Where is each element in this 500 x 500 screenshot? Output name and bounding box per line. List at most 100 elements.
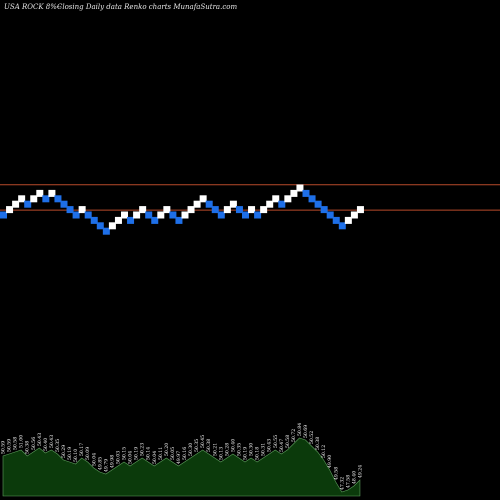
renko-brick-up — [350, 211, 358, 219]
volume-label: 50.43 — [49, 435, 55, 448]
renko-brick-up — [114, 216, 122, 224]
renko-brick-up — [18, 195, 26, 203]
volume-label: 50.59 — [7, 439, 13, 452]
volume-label: 50.30 — [249, 443, 255, 456]
renko-brick-down — [169, 211, 177, 219]
renko-brick-down — [242, 211, 249, 219]
renko-brick-up — [157, 211, 165, 219]
renko-brick-down — [205, 200, 213, 208]
volume-label: 50.23 — [140, 443, 146, 456]
renko-brick-up — [108, 222, 116, 230]
volume-label: 50.18 — [255, 447, 261, 460]
volume-label: 49.58 — [333, 467, 339, 480]
volume-label: 50.43 — [37, 433, 43, 446]
volume-panel: 50.59 50.59 50.58 51.00 50.38 50.56 50.43 50.40… — [1, 423, 363, 497]
volume-label: 50.40 — [230, 439, 236, 452]
volume-label: 48.40 — [351, 471, 357, 484]
renko-brick-down — [54, 195, 62, 203]
volume-label: 50.19 — [67, 447, 73, 460]
renko-brick-up — [199, 195, 207, 203]
volume-label: 50.13 — [218, 447, 224, 460]
renko-brick-down — [320, 206, 328, 214]
volume-label: 50.58 — [13, 437, 19, 450]
volume-label: 50.38 — [206, 439, 212, 452]
renko-brick-down — [60, 200, 68, 208]
volume-label: 47.32 — [339, 477, 345, 490]
volume-label: 50.58 — [285, 435, 291, 448]
volume-label: 47.58 — [345, 475, 351, 488]
volume-label: 50.52 — [309, 431, 315, 444]
volume-label: 50.47 — [279, 439, 285, 452]
renko-brick-down — [326, 211, 334, 219]
renko-brick-down — [175, 216, 183, 224]
renko-brick-up — [187, 206, 195, 214]
chart-header-description: Closing Daily data Renko charts MunafaSu… — [57, 3, 237, 11]
volume-label: 50.16 — [182, 447, 188, 460]
volume-area — [2, 437, 361, 497]
renko-brick-up — [12, 200, 20, 208]
renko-brick-up — [260, 206, 268, 214]
renko-brick-up — [139, 206, 147, 214]
volume-label: 50.05 — [170, 447, 176, 460]
volume-label: 49.98 — [109, 455, 115, 468]
renko-brick-up — [266, 200, 274, 208]
renko-brick-down — [102, 227, 110, 235]
volume-label: 50.11 — [158, 447, 164, 460]
volume-label: 50.59 — [1, 441, 7, 454]
volume-label: 50.12 — [321, 445, 327, 458]
renko-brick-down — [84, 211, 92, 219]
renko-brick-up — [272, 195, 280, 203]
renko-brick-up — [181, 211, 189, 219]
renko-brick-down — [235, 206, 243, 214]
renko-brick-up — [248, 206, 256, 214]
volume-label: 49.85 — [97, 457, 103, 470]
volume-label: 50.10 — [73, 449, 79, 462]
renko-brick-up — [284, 195, 292, 203]
renko-brick-up — [163, 206, 171, 214]
volume-label: 49.90 — [327, 455, 333, 468]
volume-label: 49.97 — [176, 451, 182, 464]
volume-label: 50.17 — [79, 443, 85, 456]
volume-label: 50.84 — [297, 423, 303, 436]
volume-label: 50.35 — [236, 443, 242, 456]
volume-label: 49.79 — [103, 459, 109, 472]
renko-brick-down — [24, 200, 32, 208]
volume-label: 49.24 — [357, 465, 363, 478]
renko-brick-down — [338, 222, 346, 230]
renko-brick-up — [344, 216, 352, 224]
renko-brick-down — [314, 200, 322, 208]
volume-label: 50.38 — [315, 437, 321, 450]
renko-brick-down — [66, 206, 74, 214]
renko-brick-down — [0, 211, 7, 219]
volume-label: 50.55 — [273, 435, 279, 448]
renko-brick-down — [96, 222, 104, 230]
volume-label: 50.03 — [115, 451, 121, 464]
volume-label: 50.04 — [152, 451, 158, 464]
volume-label: 50.35 — [55, 439, 61, 452]
volume-label: 50.45 — [200, 435, 206, 448]
renko-brick-down — [302, 189, 310, 197]
volume-label: 50.38 — [25, 441, 31, 454]
renko-brick-up — [296, 184, 304, 192]
volume-label: 50.04 — [128, 451, 134, 464]
volume-label: 50.31 — [261, 443, 267, 456]
renko-brick-up — [223, 206, 231, 214]
renko-brick-down — [72, 211, 80, 219]
volume-label: 50.09 — [85, 447, 91, 460]
volume-label: 50.69 — [303, 425, 309, 438]
renko-brick-down — [278, 200, 286, 208]
volume-label: 50.21 — [212, 443, 218, 456]
volume-label: 50.14 — [146, 447, 152, 460]
chart-header-ticker: USA ROCK 8%-- — [4, 3, 62, 11]
renko-brick-down — [332, 216, 340, 224]
renko-brick-down — [151, 216, 159, 224]
volume-label: 50.30 — [188, 443, 194, 456]
renko-brick-down — [308, 195, 316, 203]
volume-label: 51.00 — [19, 435, 25, 448]
volume-label: 50.56 — [31, 437, 37, 450]
renko-brick-down — [217, 211, 225, 219]
volume-label: 50.15 — [122, 447, 128, 460]
volume-label: 50.72 — [291, 429, 297, 442]
